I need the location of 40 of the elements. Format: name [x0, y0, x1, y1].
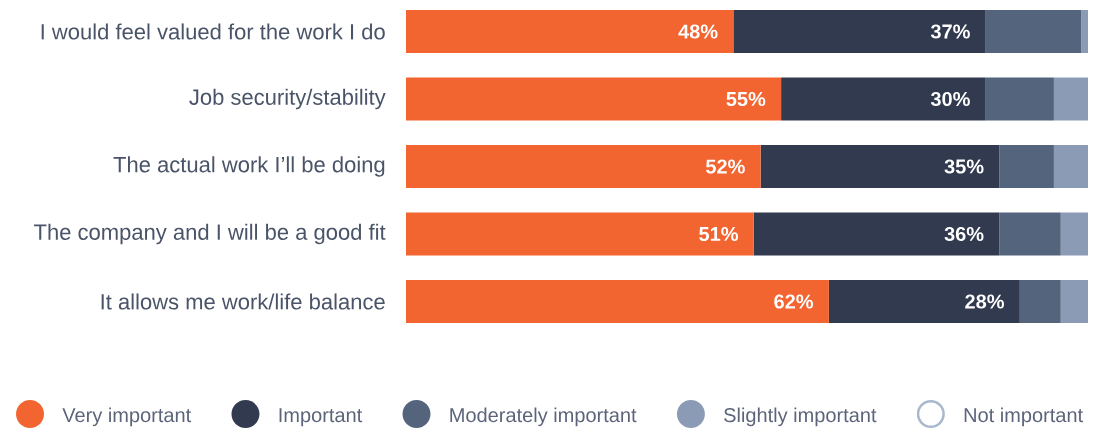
bar	[733, 10, 986, 54]
data-label: 48%	[678, 24, 718, 39]
bar	[1053, 145, 1088, 189]
legend-label: Very important	[62, 407, 192, 427]
bar	[406, 212, 754, 256]
bar	[1019, 280, 1061, 323]
data-label: 36%	[944, 226, 984, 242]
legend-label: Not important	[964, 407, 1083, 427]
bar	[999, 212, 1061, 256]
y-tick-label: The company and I will be a good fit	[34, 223, 386, 245]
bar	[999, 145, 1054, 189]
bar	[753, 212, 1000, 256]
bar	[1081, 10, 1088, 54]
data-label: 28%	[965, 294, 1004, 309]
y-tick-label: It allows me work/life balance	[101, 293, 385, 310]
data-label: 51%	[699, 226, 739, 242]
bar	[1053, 77, 1088, 121]
data-label: 35%	[944, 159, 984, 174]
y-tick-label: I would feel valued for the work I do	[41, 23, 385, 40]
legend-label: Important	[279, 408, 363, 427]
data-label: 30%	[930, 91, 970, 107]
bar	[985, 10, 1082, 54]
data-label: 55%	[726, 91, 766, 107]
bar	[781, 77, 986, 121]
bar	[760, 145, 1000, 189]
y-tick-label: Job security/stability	[189, 88, 386, 110]
legend-label: Moderately important	[450, 407, 637, 427]
bar	[406, 280, 829, 323]
bar	[1060, 212, 1088, 256]
bar	[828, 280, 1020, 323]
data-label: 37%	[930, 24, 970, 39]
bar	[985, 77, 1054, 121]
data-label: 52%	[705, 159, 745, 174]
bar	[406, 145, 761, 189]
bar	[406, 10, 734, 54]
bar	[406, 77, 782, 121]
bar	[1060, 280, 1088, 323]
legend-label: Slightly important	[724, 407, 877, 427]
data-label: 62%	[774, 294, 814, 309]
y-tick-label: The actual work I’ll be doing	[113, 156, 385, 177]
